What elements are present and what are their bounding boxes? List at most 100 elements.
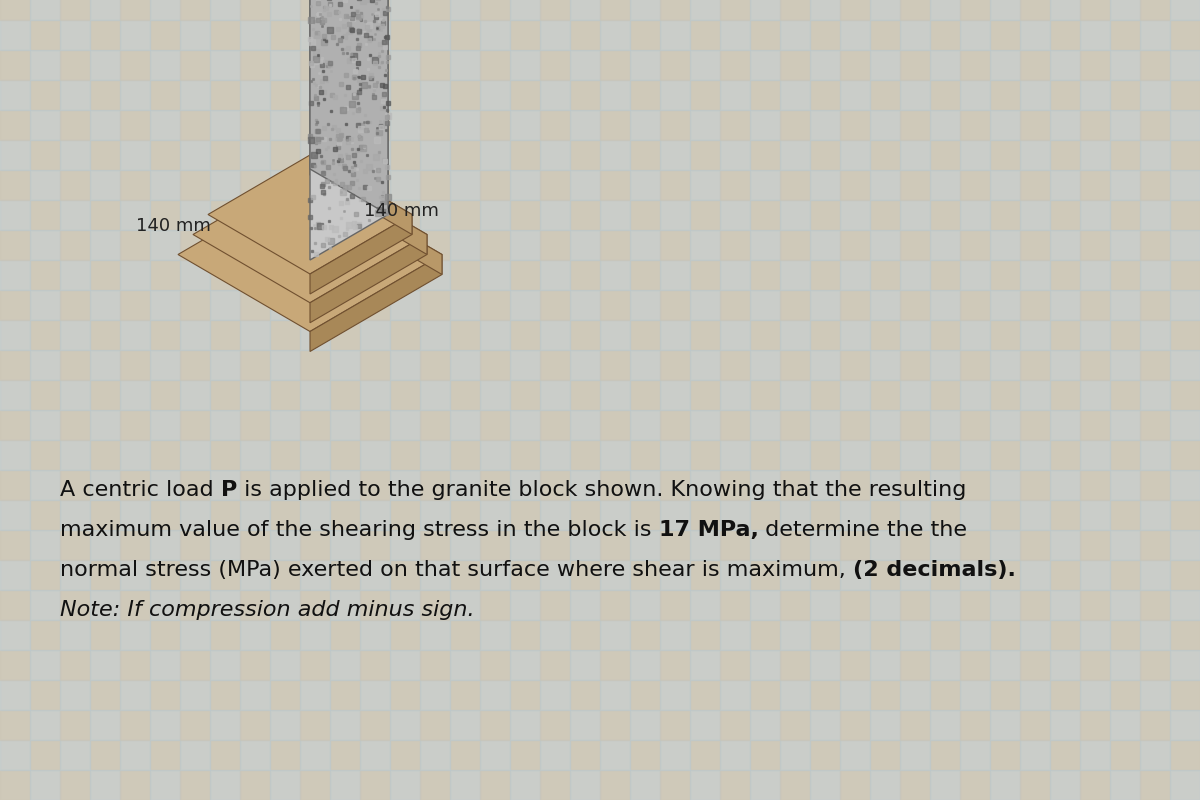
Bar	[1140, 590, 1170, 620]
Bar	[870, 320, 900, 350]
Polygon shape	[193, 166, 427, 302]
Bar	[810, 0, 840, 20]
Bar	[930, 260, 960, 290]
Bar	[630, 290, 660, 320]
Bar	[450, 0, 480, 20]
Bar	[270, 290, 300, 320]
Bar	[660, 380, 690, 410]
Text: Note: If compression add minus sign.: Note: If compression add minus sign.	[60, 600, 475, 620]
Bar	[90, 590, 120, 620]
Bar	[90, 650, 120, 680]
Bar	[600, 770, 630, 800]
Text: A centric load: A centric load	[60, 480, 221, 500]
Bar	[60, 770, 90, 800]
Bar	[330, 0, 360, 20]
Bar	[210, 650, 240, 680]
Bar	[600, 680, 630, 710]
Bar	[720, 740, 750, 770]
Bar	[780, 290, 810, 320]
Bar	[720, 260, 750, 290]
Bar	[720, 290, 750, 320]
Bar	[990, 620, 1020, 650]
Bar	[600, 320, 630, 350]
Bar	[270, 740, 300, 770]
Bar	[390, 620, 420, 650]
Bar	[540, 740, 570, 770]
Bar	[660, 50, 690, 80]
Bar	[450, 80, 480, 110]
Bar	[270, 710, 300, 740]
Bar	[0, 620, 30, 650]
Bar	[1170, 470, 1200, 500]
Bar	[990, 530, 1020, 560]
Bar	[330, 50, 360, 80]
Bar	[660, 140, 690, 170]
Bar	[1050, 140, 1080, 170]
Bar	[780, 140, 810, 170]
Bar	[390, 50, 420, 80]
Bar	[900, 530, 930, 560]
Bar	[720, 200, 750, 230]
Bar	[0, 740, 30, 770]
Bar	[420, 620, 450, 650]
Bar	[240, 290, 270, 320]
Bar	[660, 80, 690, 110]
Bar	[120, 140, 150, 170]
Bar	[240, 110, 270, 140]
Bar	[630, 470, 660, 500]
Bar	[840, 50, 870, 80]
Bar	[30, 290, 60, 320]
Bar	[810, 560, 840, 590]
Bar	[210, 290, 240, 320]
Bar	[750, 650, 780, 680]
Bar	[1020, 560, 1050, 590]
Bar	[300, 440, 330, 470]
Bar	[990, 500, 1020, 530]
Bar	[600, 80, 630, 110]
Bar	[1050, 470, 1080, 500]
Bar	[150, 650, 180, 680]
Bar	[600, 110, 630, 140]
Bar	[510, 50, 540, 80]
Bar	[630, 350, 660, 380]
Bar	[30, 20, 60, 50]
Bar	[60, 500, 90, 530]
Bar	[780, 410, 810, 440]
Bar	[30, 140, 60, 170]
Polygon shape	[178, 178, 442, 331]
Bar	[1110, 770, 1140, 800]
Bar	[600, 380, 630, 410]
Bar	[900, 770, 930, 800]
Bar	[360, 470, 390, 500]
Bar	[0, 290, 30, 320]
Bar	[780, 260, 810, 290]
Bar	[570, 320, 600, 350]
Bar	[930, 590, 960, 620]
Bar	[330, 590, 360, 620]
Bar	[1140, 380, 1170, 410]
Text: 17 MPa,: 17 MPa,	[659, 520, 758, 540]
Bar	[360, 140, 390, 170]
Bar	[720, 80, 750, 110]
Bar	[570, 470, 600, 500]
Bar	[330, 200, 360, 230]
Bar	[870, 530, 900, 560]
Bar	[1170, 440, 1200, 470]
Bar	[870, 200, 900, 230]
Bar	[540, 650, 570, 680]
Bar	[390, 260, 420, 290]
Bar	[420, 470, 450, 500]
Bar	[0, 710, 30, 740]
Bar	[960, 500, 990, 530]
Bar	[990, 110, 1020, 140]
Bar	[690, 230, 720, 260]
Bar	[570, 80, 600, 110]
Bar	[480, 20, 510, 50]
Bar	[750, 740, 780, 770]
Bar	[180, 290, 210, 320]
Bar	[270, 350, 300, 380]
Bar	[150, 740, 180, 770]
Bar	[780, 230, 810, 260]
Bar	[690, 50, 720, 80]
Bar	[270, 440, 300, 470]
